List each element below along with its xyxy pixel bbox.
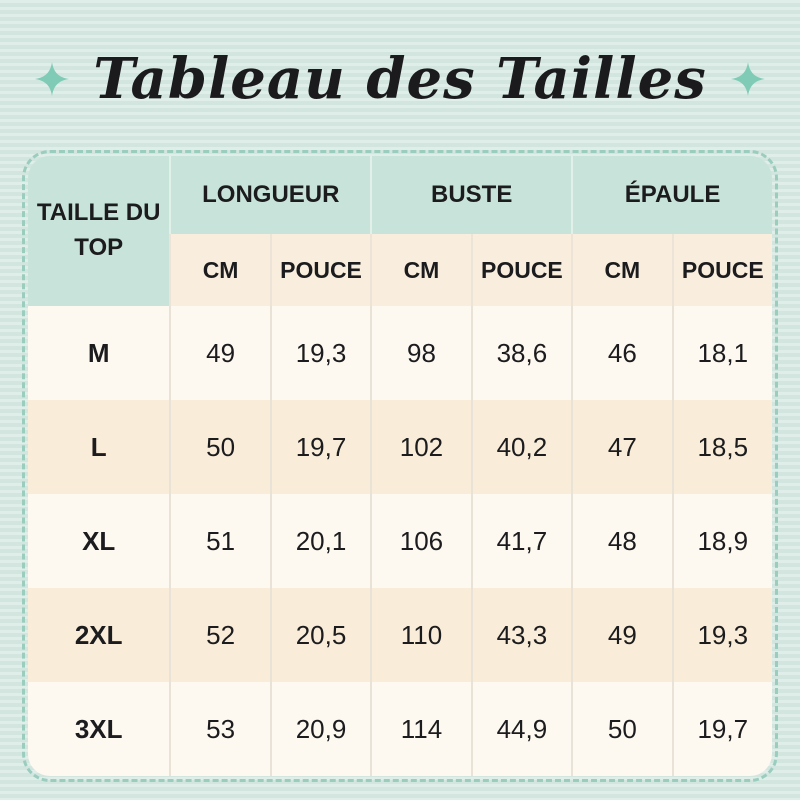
- group-header-row: TAILLE DU TOP LONGUEUR BUSTE ÉPAULE: [28, 156, 772, 306]
- table-row: 2XL 52 20,5 110 43,3 49 19,3: [28, 588, 772, 682]
- sub-header-cell: CM: [370, 234, 471, 306]
- measurement-cell: 18,1: [671, 306, 772, 400]
- measurement-cell: 98: [370, 306, 470, 400]
- measurement-cell: 19,7: [671, 682, 772, 776]
- sub-header-cell: POUCE: [269, 234, 371, 306]
- table-row: L 50 19,7 102 40,2 47 18,5: [28, 400, 772, 494]
- size-label: L: [90, 431, 107, 462]
- measurement-cell: 20,5: [269, 588, 370, 682]
- page: Tableau des Tailles TAILLE DU: [0, 40, 800, 782]
- column-group-header-buste: BUSTE: [370, 156, 572, 234]
- measurement-cell: 102: [370, 400, 470, 494]
- measurement-cell: 48: [571, 494, 671, 588]
- measurement-cell: 51: [169, 494, 269, 588]
- measurement-cell: 38,6: [470, 306, 571, 400]
- measurement-cell: 47: [571, 400, 671, 494]
- measurement-cell: 41,7: [470, 494, 571, 588]
- size-label: M: [87, 337, 110, 368]
- corner-header-line2: TOP: [74, 234, 124, 261]
- size-label: XL: [82, 525, 116, 556]
- measurement-cell: 18,9: [671, 494, 772, 588]
- title-row: Tableau des Tailles: [0, 40, 800, 118]
- measurement-cell: 110: [370, 588, 470, 682]
- corner-header-line1: TAILLE DU: [36, 199, 161, 227]
- measurement-cell: 49: [571, 588, 671, 682]
- measurement-cell: 50: [169, 400, 269, 494]
- measurement-cell: 19,7: [269, 400, 370, 494]
- page-title: Tableau des Tailles: [93, 46, 707, 112]
- table-row: 3XL 53 20,9 114 44,9 50 19,7: [28, 682, 772, 776]
- table-row: XL 51 20,1 106 41,7 48 18,9: [28, 494, 772, 588]
- size-chart-table: TAILLE DU TOP LONGUEUR BUSTE ÉPAULE CM P…: [28, 156, 772, 776]
- sub-header-cell: CM: [169, 234, 270, 306]
- measurement-cell: 106: [370, 494, 470, 588]
- measurement-cell: 20,9: [269, 682, 370, 776]
- size-table: TAILLE DU TOP LONGUEUR BUSTE ÉPAULE CM P…: [28, 156, 772, 776]
- sparkle-right-icon: [730, 62, 765, 96]
- column-group-header-epaule: ÉPAULE: [571, 156, 772, 234]
- corner-header-cell: TAILLE DU TOP: [28, 156, 170, 306]
- sub-header-cell: POUCE: [470, 234, 572, 306]
- sub-header-row: CM POUCE CM POUCE CM POUCE: [28, 234, 772, 306]
- size-label: 3XL: [74, 713, 123, 744]
- column-group-header-longueur: LONGUEUR: [169, 156, 371, 234]
- measurement-cell: 40,2: [470, 400, 571, 494]
- measurement-cell: 20,1: [269, 494, 370, 588]
- measurement-cell: 19,3: [671, 588, 772, 682]
- sub-header-cell: CM: [571, 234, 672, 306]
- measurement-cell: 50: [571, 682, 671, 776]
- size-label: 2XL: [74, 619, 123, 650]
- measurement-cell: 19,3: [269, 306, 370, 400]
- measurement-cell: 53: [169, 682, 269, 776]
- measurement-cell: 49: [169, 306, 269, 400]
- sub-header-cell: POUCE: [671, 234, 772, 306]
- size-table-frame: TAILLE DU TOP LONGUEUR BUSTE ÉPAULE CM P…: [22, 150, 778, 782]
- table-row: M 49 19,3 98 38,6 46 18,1: [28, 306, 772, 400]
- measurement-cell: 52: [169, 588, 269, 682]
- measurement-cell: 18,5: [671, 400, 772, 494]
- measurement-cell: 46: [571, 306, 671, 400]
- measurement-cell: 114: [370, 682, 470, 776]
- measurement-cell: 43,3: [470, 588, 571, 682]
- measurement-cell: 44,9: [470, 682, 571, 776]
- sparkle-left-icon: [35, 62, 70, 96]
- table-body: M 49 19,3 98 38,6 46 18,1 L 50 19,7 102 40,2 47 18,5 X…: [28, 306, 772, 776]
